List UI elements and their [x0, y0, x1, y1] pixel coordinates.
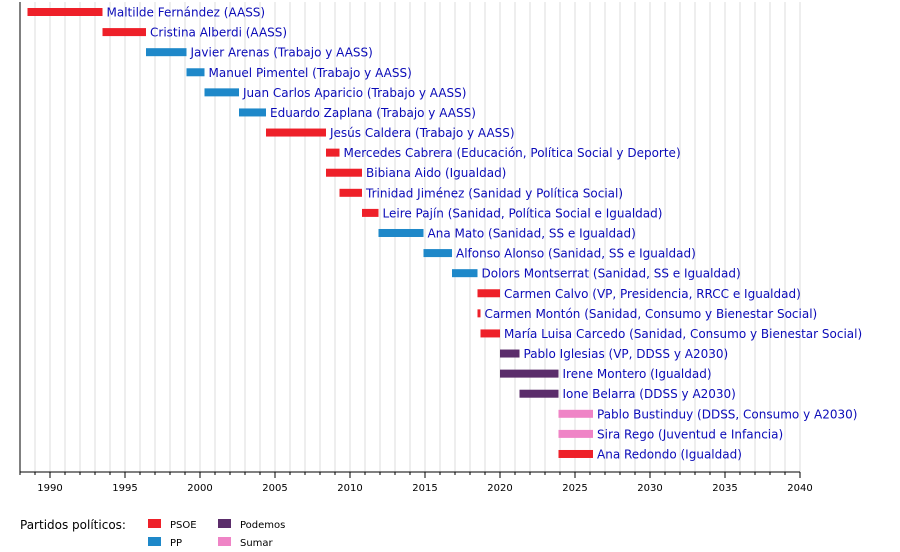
timeline-bar [519, 389, 559, 398]
legend-label: PP [170, 538, 182, 549]
tick-label: 1995 [112, 483, 137, 494]
bar-label: Mercedes Cabrera (Educación, Política So… [344, 146, 681, 160]
x-axis: 1990 1995 2000 2005 2010 2015 2020 2025 2030 2035… [19, 2, 813, 494]
timeline-bar [500, 349, 520, 358]
tick-label: 2040 [787, 483, 812, 494]
bar-label: Leire Pajín (Sanidad, Política Social e … [383, 206, 663, 220]
tick-label: 1990 [37, 483, 62, 494]
timeline-bar [326, 148, 340, 157]
legend-swatch [218, 537, 231, 546]
timeline-bar [186, 68, 205, 77]
bar-label: Pablo Bustinduy (DDSS, Consumo y A2030) [597, 407, 857, 421]
bar-label: Trinidad Jiménez (Sanidad y Política Soc… [365, 186, 623, 200]
tick-label: 2010 [337, 483, 362, 494]
bar-label: Ana Mato (Sanidad, SS e Igualdad) [428, 226, 636, 240]
legend-label: Podemos [240, 520, 285, 531]
bar-label: Ana Redondo (Igualdad) [597, 447, 742, 461]
tick-label: 2000 [187, 483, 212, 494]
legend-swatch [148, 519, 161, 528]
timeline-bar [477, 289, 500, 298]
bar-label: Cristina Alberdi (AASS) [150, 26, 287, 40]
timeline-bar [558, 409, 593, 418]
bar-label: Sira Rego (Juventud e Infancia) [597, 427, 783, 441]
timeline-bar [378, 228, 424, 237]
tick-label: 2015 [412, 483, 437, 494]
timeline-bar [146, 48, 187, 57]
bar-label: Bibiana Aido (Igualdad) [366, 166, 506, 180]
bar-label: María Luisa Carcedo (Sanidad, Consumo y … [504, 327, 862, 341]
timeline-bar [480, 329, 500, 338]
tick-label: 2025 [562, 483, 587, 494]
tick-label: 2030 [637, 483, 662, 494]
bar-label: Ione Belarra (DDSS y A2030) [563, 387, 736, 401]
timeline-bar [558, 429, 593, 438]
bar-label: Alfonso Alonso (Sanidad, SS e Igualdad) [456, 247, 696, 261]
timeline-bar [27, 8, 103, 16]
tick-label: 2020 [487, 483, 512, 494]
timeline-bar [362, 208, 379, 217]
grid-lines [19, 2, 801, 472]
bar-label: Carmen Montón (Sanidad, Consumo y Bienes… [485, 307, 818, 321]
legend-title: Partidos políticos: [20, 518, 126, 532]
timeline-bar [500, 369, 559, 378]
bar-label: Javier Arenas (Trabajo y AASS) [190, 46, 373, 60]
bar-label: Pablo Iglesias (VP, DDSS y A2030) [524, 347, 729, 361]
timeline-bar [558, 449, 593, 458]
bar-label: Eduardo Zaplana (Trabajo y AASS) [270, 106, 476, 120]
tick-label: 2035 [712, 483, 737, 494]
bar-label: Jesús Caldera (Trabajo y AASS) [329, 126, 515, 140]
legend-label: Sumar [240, 538, 274, 549]
bar-label: Dolors Montserrat (Sanidad, SS e Igualda… [482, 267, 741, 281]
timeline-bar [239, 108, 266, 117]
bar-label: Maltilde Fernández (AASS) [107, 6, 266, 20]
timeline-bar [204, 88, 239, 97]
bar-label: Manuel Pimentel (Trabajo y AASS) [209, 66, 412, 80]
legend-label: PSOE [170, 520, 197, 531]
timeline-bar [266, 128, 326, 137]
bar-label: Irene Montero (Igualdad) [563, 367, 712, 381]
timeline-bar [326, 168, 362, 177]
timeline-bar [477, 309, 481, 318]
timeline-bar [102, 28, 146, 37]
bar-label: Juan Carlos Aparicio (Trabajo y AASS) [242, 86, 466, 100]
legend-items: PSOE PP Podemos Sumar [148, 519, 285, 549]
tick-label: 2005 [262, 483, 287, 494]
legend: Partidos políticos: PSOE PP Podemos Sumar [20, 518, 285, 549]
timeline-bar [452, 269, 478, 278]
legend-swatch [218, 519, 231, 528]
timeline-bar [423, 249, 452, 258]
timeline-bar [339, 188, 362, 197]
legend-swatch [148, 537, 161, 546]
bars-group [27, 8, 593, 458]
bar-labels-group: Maltilde Fernández (AASS) Cristina Alberd… [107, 6, 863, 462]
bar-label: Carmen Calvo (VP, Presidencia, RRCC e Ig… [504, 287, 801, 301]
